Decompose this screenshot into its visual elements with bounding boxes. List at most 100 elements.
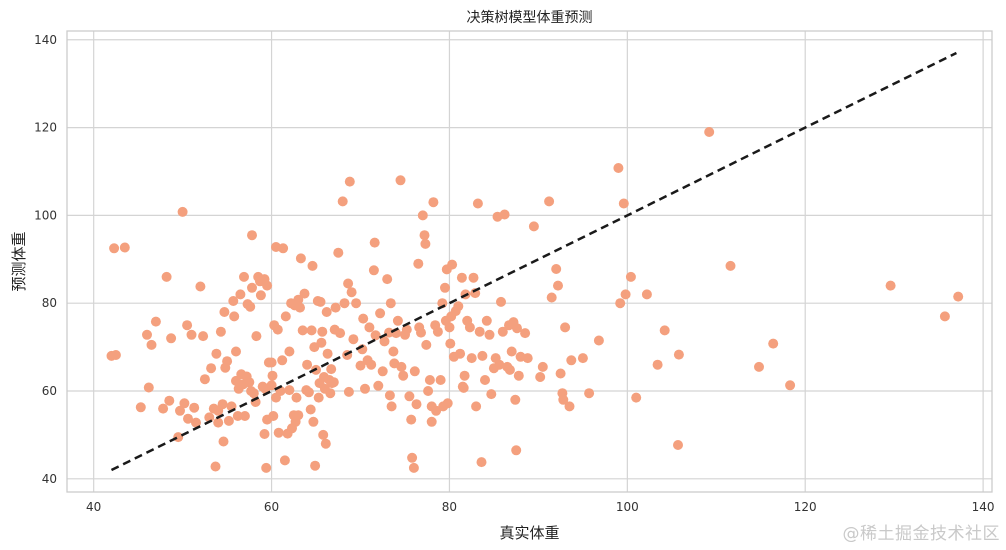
data-point xyxy=(379,336,390,347)
data-point xyxy=(558,394,569,405)
data-point xyxy=(494,359,505,370)
data-point xyxy=(277,355,288,366)
data-point xyxy=(768,338,779,349)
data-point xyxy=(593,335,604,346)
data-point xyxy=(401,324,412,335)
data-point xyxy=(348,334,359,345)
data-point xyxy=(407,452,418,463)
data-point xyxy=(320,438,331,449)
data-point xyxy=(474,326,485,337)
data-point xyxy=(411,399,422,410)
data-point xyxy=(161,271,172,282)
data-point xyxy=(506,346,517,357)
data-point xyxy=(109,243,120,254)
data-point xyxy=(366,359,377,370)
data-point xyxy=(471,401,482,412)
data-point xyxy=(496,296,506,307)
data-point xyxy=(535,372,546,382)
data-point xyxy=(262,280,273,291)
data-point xyxy=(641,289,652,300)
data-point xyxy=(222,356,233,367)
data-point xyxy=(447,259,458,270)
data-point xyxy=(228,296,239,306)
data-point xyxy=(119,242,130,253)
x-tick-label: 80 xyxy=(442,500,457,514)
data-point xyxy=(150,316,161,327)
data-point xyxy=(435,375,446,385)
data-point xyxy=(333,247,344,258)
data-point xyxy=(939,311,950,322)
data-point xyxy=(239,411,250,421)
data-point xyxy=(476,457,487,468)
data-point xyxy=(468,272,479,283)
data-point xyxy=(191,417,201,428)
y-tick-label: 80 xyxy=(42,296,57,310)
data-point xyxy=(375,308,386,319)
data-point xyxy=(143,382,154,393)
data-point xyxy=(232,411,243,421)
x-tick-label: 120 xyxy=(794,500,817,514)
data-point xyxy=(293,294,304,305)
data-point xyxy=(416,327,426,338)
data-point xyxy=(504,364,515,375)
data-point xyxy=(344,176,355,187)
data-point xyxy=(785,380,796,391)
data-point xyxy=(255,290,266,301)
data-point xyxy=(268,411,279,421)
data-point xyxy=(337,196,348,207)
data-point xyxy=(382,274,393,285)
data-point xyxy=(189,402,200,413)
data-point xyxy=(458,382,469,393)
data-point xyxy=(409,366,420,377)
data-point xyxy=(481,315,492,326)
data-point xyxy=(395,175,406,186)
data-point xyxy=(223,415,234,426)
data-point xyxy=(186,329,197,340)
data-point xyxy=(219,307,230,317)
data-point xyxy=(215,326,226,337)
data-point xyxy=(388,346,399,357)
data-point xyxy=(251,331,262,342)
data-point xyxy=(373,380,384,391)
data-point xyxy=(229,311,240,322)
data-point xyxy=(355,360,366,371)
data-point xyxy=(613,163,624,173)
data-point xyxy=(432,326,443,337)
data-point xyxy=(175,405,185,416)
data-point xyxy=(426,416,437,427)
data-point xyxy=(885,280,896,291)
y-axis-label: 预测体重 xyxy=(10,231,28,291)
data-point xyxy=(326,364,337,375)
data-point xyxy=(247,230,257,241)
data-point xyxy=(673,349,684,360)
data-point xyxy=(417,210,428,221)
data-point xyxy=(358,313,369,324)
data-point xyxy=(386,401,397,412)
data-point xyxy=(453,301,464,312)
data-point xyxy=(370,330,381,341)
data-point xyxy=(484,329,495,340)
data-point xyxy=(537,361,548,372)
data-point xyxy=(279,455,290,466)
data-point xyxy=(428,197,439,208)
data-point xyxy=(210,461,221,472)
y-tick-label: 60 xyxy=(42,384,57,398)
data-point xyxy=(404,391,415,402)
data-point xyxy=(217,399,228,410)
data-point xyxy=(310,460,321,471)
data-point xyxy=(420,238,431,249)
data-point xyxy=(291,392,302,403)
data-point xyxy=(553,280,563,291)
data-point xyxy=(198,331,209,342)
reference-line xyxy=(110,51,957,472)
data-point xyxy=(456,272,467,283)
data-point xyxy=(158,403,169,414)
data-point xyxy=(413,258,424,269)
data-point xyxy=(261,462,272,473)
data-point xyxy=(528,221,539,232)
data-point xyxy=(464,322,475,333)
data-point xyxy=(445,338,456,349)
data-point xyxy=(396,361,407,372)
data-point xyxy=(673,440,683,450)
data-point xyxy=(177,206,188,217)
